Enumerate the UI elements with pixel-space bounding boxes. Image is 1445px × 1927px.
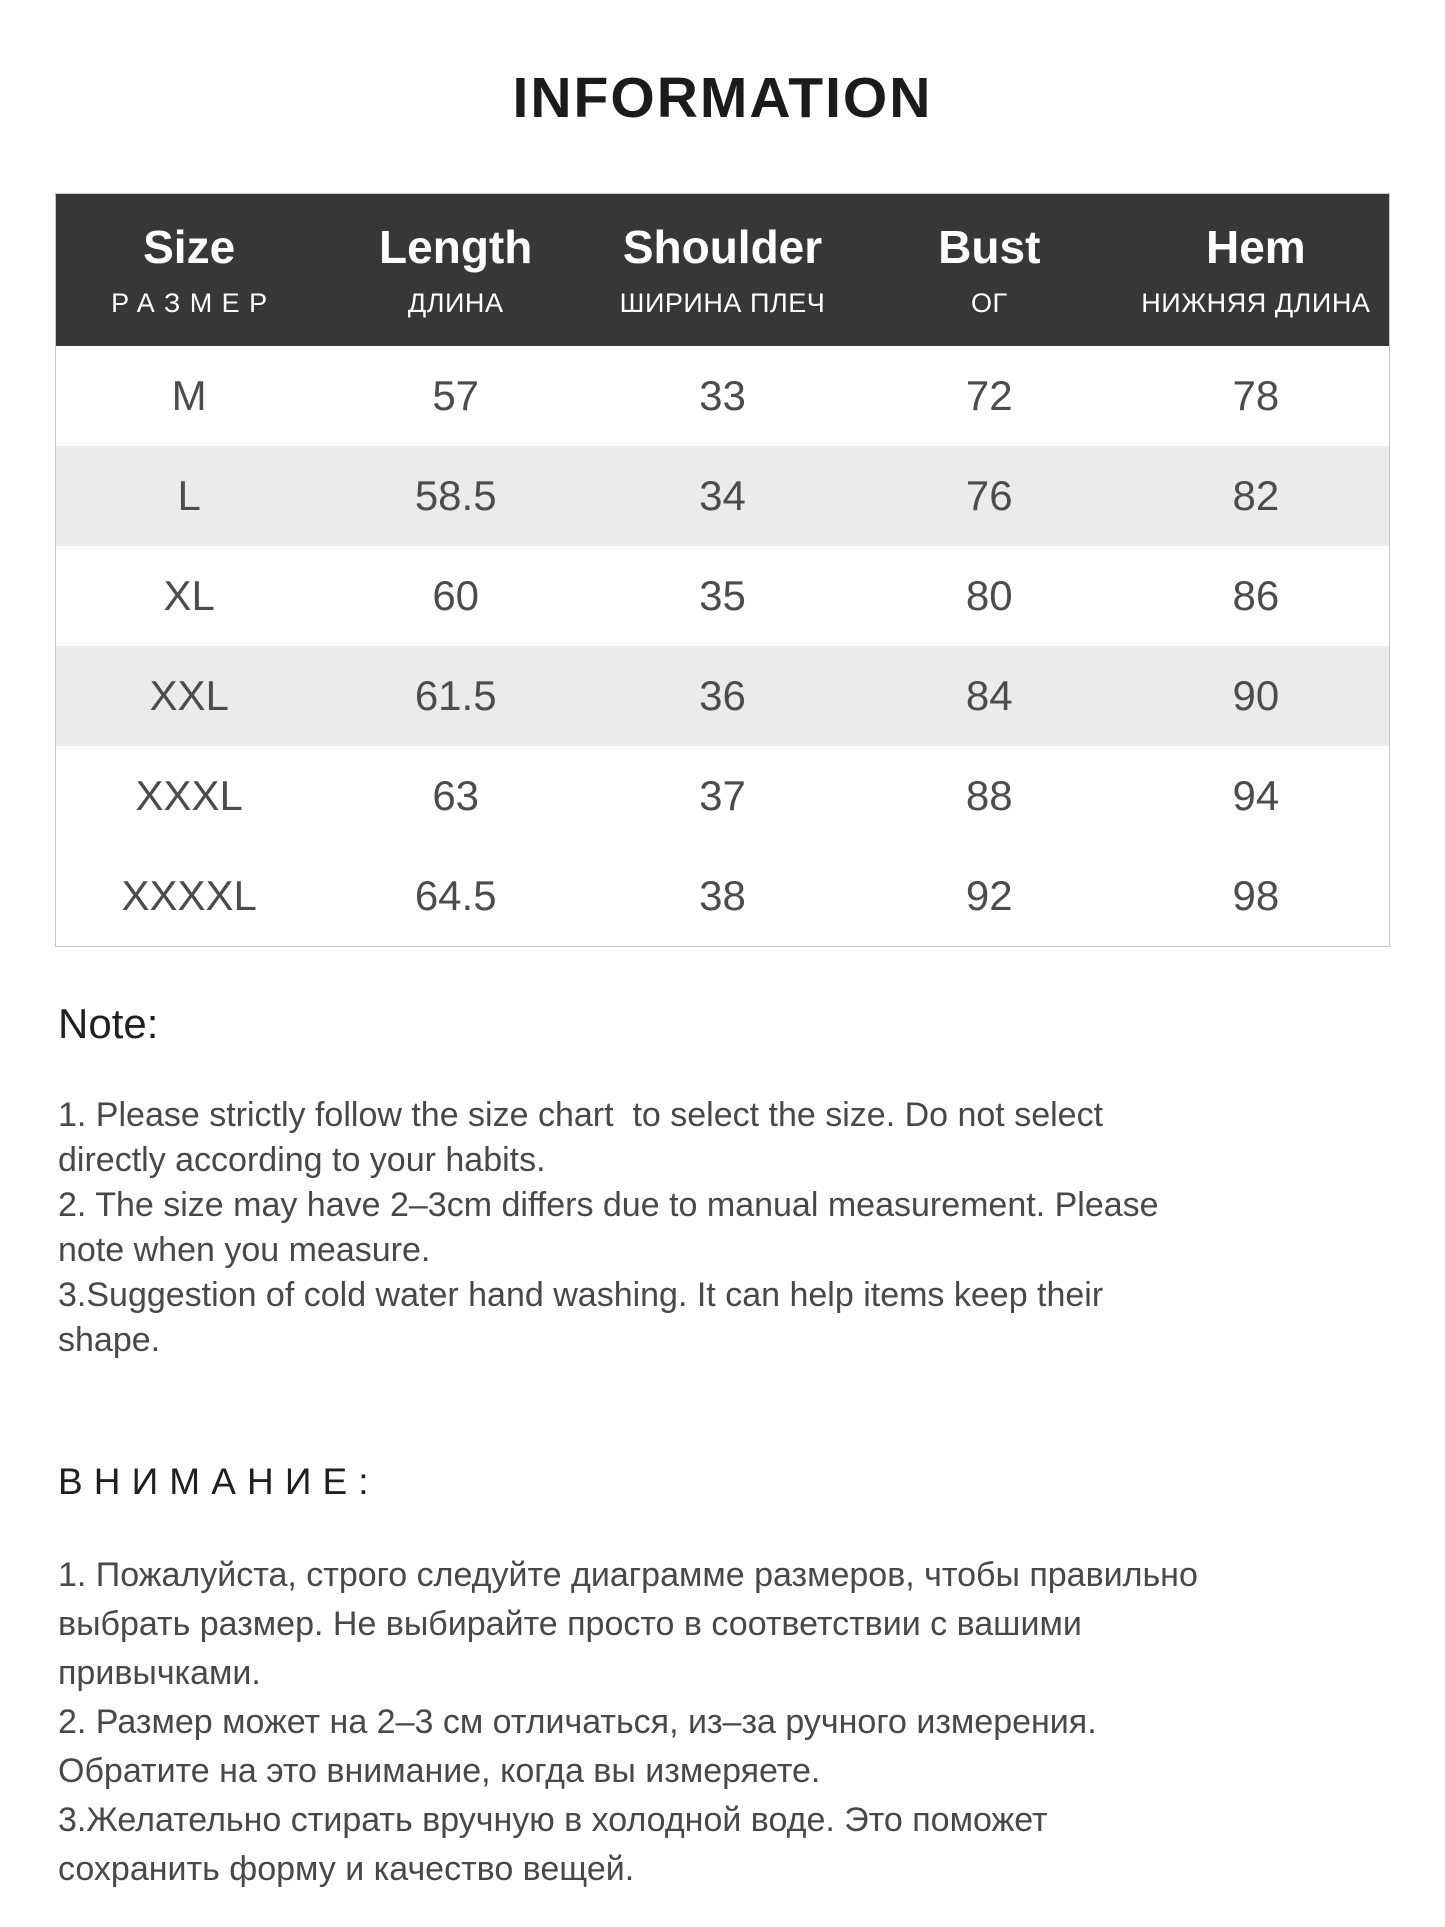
hem-cell: 94 (1232, 772, 1280, 819)
bust-cell: 84 (965, 672, 1013, 719)
bust-cell: 80 (965, 572, 1013, 619)
column-sublabel-hem: НИЖНЯЯ ДЛИНА (1141, 288, 1371, 318)
column-header-size: Size РАЗМЕР (55, 193, 323, 346)
column-sublabel-size: РАЗМЕР (111, 288, 277, 318)
table-row-xxxxl: XXXXL 64.5 38 92 98 (56, 846, 1390, 947)
length-cell: 61.5 (414, 672, 497, 719)
column-sublabel-shoulder: ШИРИНА ПЛЕЧ (619, 288, 826, 318)
size-table-header: Size РАЗМЕР Length ДЛИНА Shoulder ШИРИНА… (55, 193, 1390, 346)
bust-cell: 76 (965, 472, 1013, 519)
hem-cell: 78 (1232, 372, 1280, 419)
hem-cell: 82 (1232, 472, 1280, 519)
bust-cell: 92 (965, 872, 1013, 919)
column-label-size: Size (143, 221, 236, 273)
table-row-m: M 57 33 72 78 (56, 346, 1390, 446)
note-heading-russian: ВНИМАНИЕ: (58, 1461, 380, 1502)
column-label-hem: Hem (1205, 221, 1306, 273)
table-row-xxxl: XXXL 63 37 88 94 (56, 746, 1390, 846)
note-heading-english: Note: (58, 1000, 159, 1047)
hem-cell: 98 (1232, 872, 1280, 919)
column-header-length: Length ДЛИНА (322, 193, 590, 346)
table-row-l: L 58.5 34 76 82 (55, 446, 1390, 546)
size-table-body: M 57 33 72 78 L 58.5 34 76 82 XL 60 35 (55, 346, 1390, 947)
note-section-english: Note: 1. Please strictly follow the size… (58, 1001, 1387, 1363)
length-cell: 63 (432, 772, 480, 819)
hem-cell: 86 (1232, 572, 1280, 619)
note-section-russian: ВНИМАНИЕ: 1. Пожалуйста, строго следуйте… (58, 1459, 1387, 1894)
column-header-bust: Bust ОГ (855, 193, 1123, 346)
shoulder-cell: 35 (699, 572, 746, 619)
hem-cell: 90 (1232, 672, 1280, 719)
shoulder-cell: 36 (699, 672, 746, 719)
column-header-shoulder: Shoulder ШИРИНА ПЛЕЧ (589, 193, 856, 346)
size-cell: L (177, 472, 201, 519)
column-label-shoulder: Shoulder (622, 221, 823, 273)
table-row-xxl: XXL 61.5 36 84 90 (55, 646, 1390, 746)
table-row-xl: XL 60 35 80 86 (56, 546, 1390, 646)
column-header-hem: Hem НИЖНЯЯ ДЛИНА (1122, 193, 1390, 346)
size-cell: XXXL (135, 772, 243, 819)
length-cell: 57 (432, 372, 480, 419)
size-cell: XL (163, 572, 215, 619)
shoulder-cell: 34 (699, 472, 746, 519)
length-cell: 64.5 (414, 872, 497, 919)
size-table: Size РАЗМЕР Length ДЛИНА Shoulder ШИРИНА… (55, 193, 1390, 947)
bust-cell: 72 (965, 372, 1013, 419)
note-body-russian: 1. Пожалуйста, строго следуйте диаграмме… (58, 1556, 1198, 1888)
size-cell: XXL (149, 672, 229, 719)
size-table-container: Size РАЗМЕР Length ДЛИНА Shoulder ШИРИНА… (55, 193, 1390, 947)
header-row: Size РАЗМЕР Length ДЛИНА Shoulder ШИРИНА… (55, 193, 1390, 346)
size-cell: M (171, 372, 207, 419)
column-label-bust: Bust (938, 221, 1041, 273)
bust-cell: 88 (965, 772, 1013, 819)
length-cell: 60 (432, 572, 480, 619)
shoulder-cell: 37 (699, 772, 746, 819)
note-body-english: 1. Please strictly follow the size chart… (58, 1096, 1159, 1359)
column-sublabel-bust: ОГ (970, 288, 1008, 318)
page-title: INFORMATION (512, 66, 933, 130)
shoulder-cell: 38 (699, 872, 746, 919)
column-label-length: Length (379, 221, 533, 273)
shoulder-cell: 33 (699, 372, 746, 419)
length-cell: 58.5 (414, 472, 497, 519)
column-sublabel-length: ДЛИНА (407, 288, 504, 318)
size-cell: XXXXL (121, 872, 257, 919)
